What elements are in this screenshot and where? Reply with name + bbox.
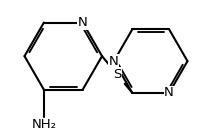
- Text: N: N: [164, 86, 174, 99]
- Text: S: S: [113, 68, 121, 81]
- Text: N: N: [78, 16, 88, 29]
- Text: NH₂: NH₂: [31, 118, 56, 131]
- Text: N: N: [109, 55, 119, 68]
